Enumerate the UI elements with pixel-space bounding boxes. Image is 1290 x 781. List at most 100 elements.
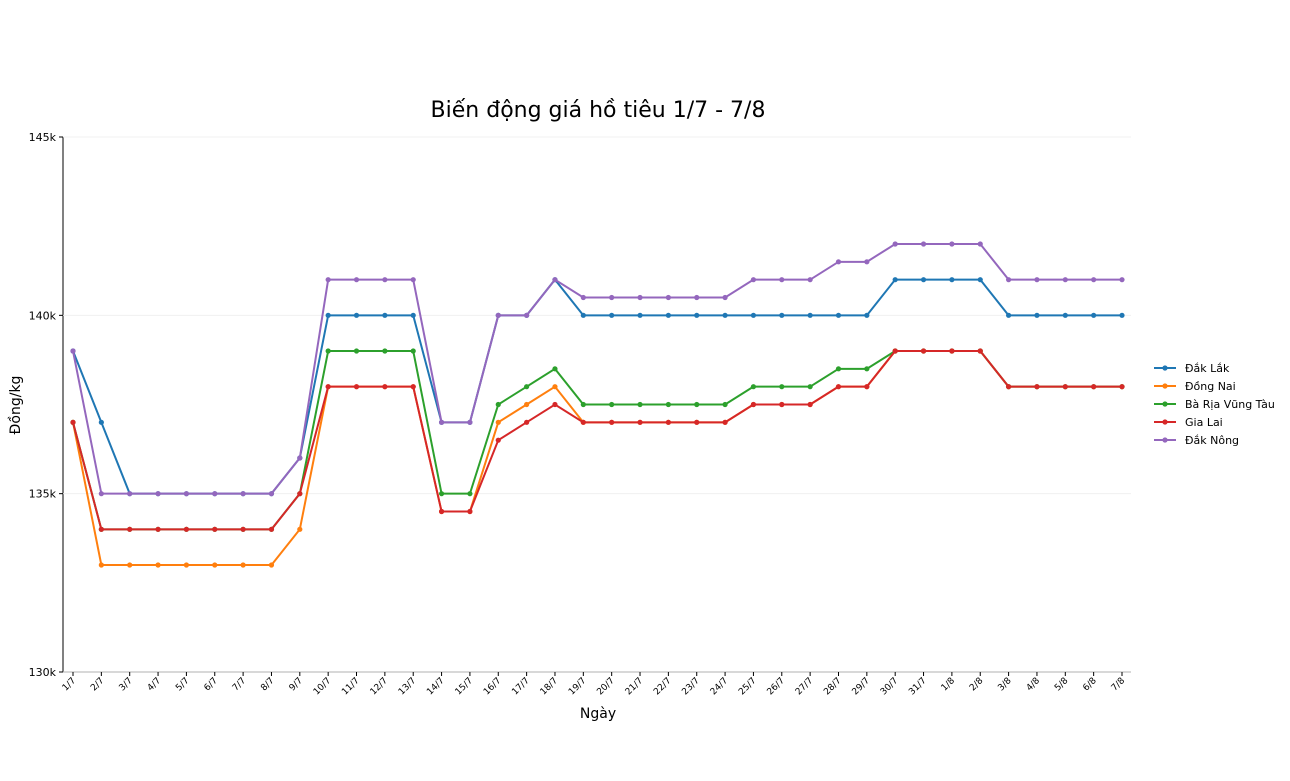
data-point <box>750 401 757 408</box>
legend-label: Đắk Nông <box>1185 434 1239 447</box>
data-point <box>920 348 927 354</box>
data-point <box>864 366 870 372</box>
x-tick-label: 9/7 <box>288 676 305 693</box>
data-point <box>183 562 190 568</box>
data-point <box>892 348 898 354</box>
data-point <box>807 401 813 408</box>
data-point <box>410 277 416 283</box>
data-point <box>580 419 586 425</box>
data-point <box>665 401 671 408</box>
data-point <box>212 526 218 532</box>
data-point <box>155 491 161 497</box>
data-point <box>1119 277 1125 283</box>
data-point <box>609 294 615 301</box>
data-point <box>382 348 388 354</box>
data-point <box>1091 277 1097 283</box>
data-point <box>98 562 104 568</box>
data-point <box>353 348 360 354</box>
x-tick-label: 3/8 <box>996 676 1014 694</box>
y-tick-label: 140k <box>29 309 57 322</box>
x-tick-label: 6/8 <box>1081 676 1099 694</box>
data-point <box>949 348 955 354</box>
x-tick-label: 5/7 <box>174 676 191 693</box>
series-line <box>72 243 1122 495</box>
x-tick-label: 19/7 <box>567 676 588 697</box>
data-point <box>268 491 275 497</box>
data-point <box>240 562 246 568</box>
data-point <box>977 348 983 354</box>
data-point <box>807 384 813 390</box>
x-tick-label: 6/7 <box>203 676 220 693</box>
x-tick-label: 12/7 <box>369 676 390 697</box>
data-point <box>750 312 757 318</box>
data-point <box>552 366 558 372</box>
data-point <box>1034 312 1040 318</box>
data-point <box>580 401 586 408</box>
data-point <box>835 312 842 318</box>
data-point <box>1005 384 1012 390</box>
data-point <box>382 312 388 318</box>
data-point <box>524 401 530 408</box>
data-point <box>325 384 331 390</box>
data-point <box>410 312 416 318</box>
data-point <box>70 348 76 354</box>
data-point <box>467 508 473 515</box>
y-tick-label: 145k <box>29 131 57 144</box>
series-line <box>72 350 1122 531</box>
data-point <box>1091 312 1097 318</box>
series-line <box>72 278 1122 495</box>
x-tick-label: 24/7 <box>709 676 730 697</box>
data-point <box>977 277 983 283</box>
x-tick-label: 10/7 <box>312 676 333 697</box>
data-point <box>580 312 586 318</box>
data-point <box>240 491 246 497</box>
data-point <box>325 348 331 354</box>
data-point <box>268 562 275 568</box>
data-point <box>382 384 388 390</box>
data-point <box>353 384 360 390</box>
data-point <box>325 312 331 318</box>
data-point <box>438 491 445 497</box>
x-tick-label: 21/7 <box>624 676 645 697</box>
data-point <box>467 491 473 497</box>
data-point <box>864 384 870 390</box>
data-point <box>70 419 76 425</box>
series-line <box>72 350 1122 531</box>
x-tick-label: 7/8 <box>1110 676 1128 694</box>
data-point <box>637 401 643 408</box>
y-axis-label: Đồng/kg <box>7 376 24 435</box>
data-point <box>495 401 501 408</box>
data-point <box>779 401 785 408</box>
data-point <box>268 526 275 532</box>
x-tick-label: 4/8 <box>1025 676 1043 694</box>
data-point <box>325 277 331 283</box>
x-tick-label: 28/7 <box>822 676 843 697</box>
chart-title: Biến động giá hồ tiêu 1/7 - 7/8 <box>431 98 766 123</box>
data-point <box>665 294 671 301</box>
legend-marker <box>1162 437 1168 443</box>
data-point <box>1062 384 1068 390</box>
data-point <box>694 312 700 318</box>
x-tick-label: 30/7 <box>879 676 900 697</box>
data-point <box>438 419 445 425</box>
data-point <box>467 419 473 425</box>
data-point <box>1034 384 1040 390</box>
data-point <box>495 419 501 425</box>
x-tick-label: 26/7 <box>766 676 787 697</box>
x-tick-label: 16/7 <box>482 676 503 697</box>
data-point <box>694 419 700 425</box>
data-point <box>637 294 643 301</box>
data-point <box>98 419 104 425</box>
data-point <box>609 312 615 318</box>
data-point <box>495 312 501 318</box>
x-tick-label: 27/7 <box>794 676 815 697</box>
data-point <box>779 277 785 283</box>
x-tick-label: 14/7 <box>425 676 446 697</box>
x-tick-label: 18/7 <box>539 676 560 697</box>
data-point <box>864 259 870 265</box>
data-point <box>1119 384 1125 390</box>
data-point <box>382 277 388 283</box>
data-point <box>1119 312 1125 318</box>
data-point <box>1062 312 1068 318</box>
